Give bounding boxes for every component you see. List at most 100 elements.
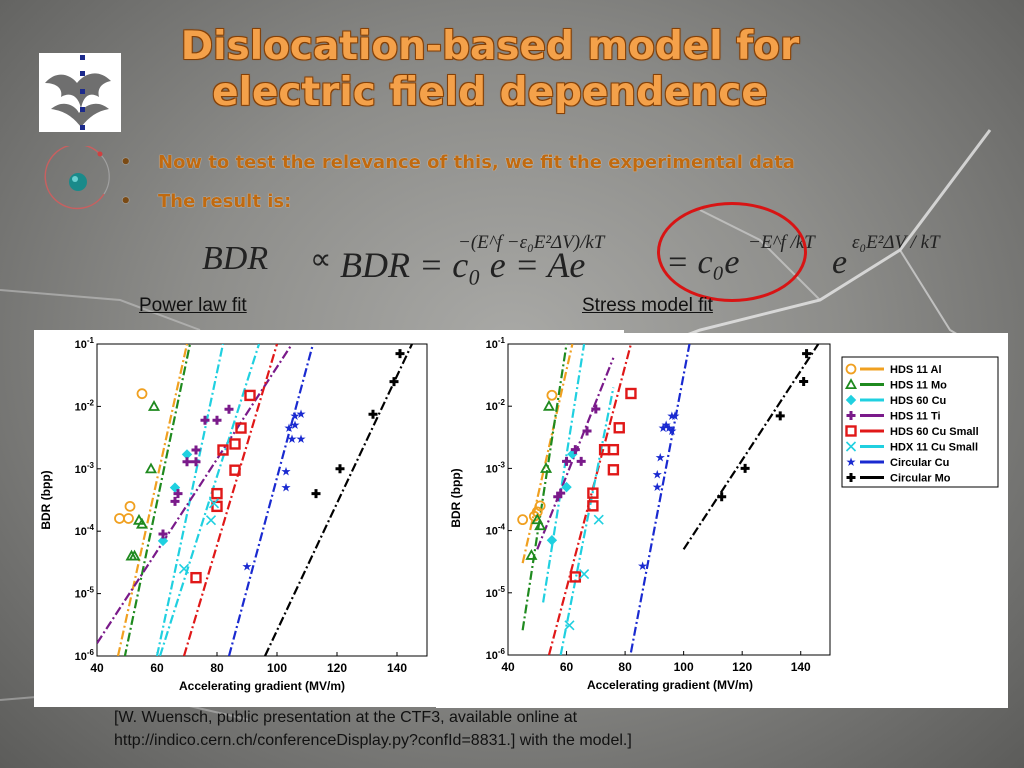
data-point: ★: [658, 421, 669, 435]
data-point: [389, 377, 399, 387]
data-point: [205, 515, 217, 526]
data-point: [190, 571, 202, 584]
y-tick-exponent: -3: [87, 461, 95, 470]
y-tick-base: 10: [486, 526, 498, 538]
data-point: [613, 422, 625, 434]
data-point: [244, 389, 256, 402]
atom-orbit-icon: [44, 146, 110, 210]
y-tick-base: 10: [75, 401, 87, 413]
fit-line: [182, 344, 279, 656]
formula-exponent-right2: ε₀E²ΔV / kT: [852, 232, 940, 253]
data-point: [368, 409, 378, 419]
data-point: [157, 535, 169, 547]
y-tick-base: 10: [75, 651, 87, 663]
data-point: [582, 426, 592, 436]
data-point: [170, 496, 180, 506]
plot-frame: [96, 343, 428, 657]
data-point: [311, 489, 321, 499]
y-tick-label: 10-1: [75, 336, 95, 351]
data-point: [178, 563, 190, 574]
legend-label: HDX 11 Cu Small: [890, 442, 978, 454]
data-point: ★: [281, 465, 292, 479]
data-point: [569, 571, 582, 583]
legend-marker: [844, 378, 858, 389]
chart-legend: HDS 11 Al HDS 11 Mo HDS 60 Cu HDS 11 Ti HDS …: [841, 356, 999, 488]
data-point: [540, 462, 553, 473]
data-point: [200, 415, 210, 425]
data-point: [211, 487, 223, 500]
data-point: [591, 404, 601, 414]
y-tick-base: 10: [486, 401, 498, 413]
reference-line2: http://indico.cern.ch/conferenceDisplay.…: [114, 732, 632, 749]
legend-marker: [846, 411, 856, 420]
data-point: [546, 389, 558, 401]
x-tick-label: 100: [267, 661, 287, 675]
formula-exponent-left: −(E^f −ε₀E²ΔV)/kT: [458, 232, 605, 253]
data-point: ★: [296, 432, 307, 446]
legend-frame: [841, 356, 999, 488]
data-point: [587, 487, 599, 499]
university-logo: [39, 53, 121, 132]
data-point: [224, 404, 234, 414]
data-point: [158, 529, 168, 539]
y-tick-exponent: -4: [87, 523, 95, 532]
fit-line: [559, 387, 615, 655]
power-law-chart: 40 60 80 100 120 14010-110-210-310-410-510-6 …: [39, 336, 428, 693]
data-point: [217, 444, 229, 456]
data-point: [740, 463, 750, 473]
legend-marker: ★: [846, 455, 857, 469]
data-point: ★: [667, 424, 678, 438]
data-point: [136, 388, 148, 400]
y-tick-label: 10-3: [75, 461, 95, 476]
fit-line: [97, 344, 293, 644]
x-tick-label: 140: [791, 660, 811, 674]
y-tick-label: 10-3: [486, 460, 506, 475]
legend-label: HDS 11 Ti: [890, 411, 941, 423]
bullet-item: • The result is:: [120, 191, 292, 212]
data-point: [593, 514, 604, 525]
formula-e2: e: [832, 244, 848, 281]
stress-model-chart: 40 60 80 100 120 14010-110-210-310-410-510-6 …: [449, 336, 999, 692]
y-tick-base: 10: [75, 464, 87, 476]
data-point: [717, 492, 727, 502]
data-point: ★: [664, 421, 675, 435]
fit-line: [547, 344, 633, 655]
fit-line: [116, 344, 189, 656]
data-point: ★: [669, 409, 680, 423]
bdr-formula: BDR ∝ BDR = c₀ e = Ae −(E^f −ε₀E²ΔV)/kT …: [200, 230, 990, 290]
x-axis-label: Accelerating gradient (MV/m): [587, 678, 753, 692]
data-point: [208, 498, 220, 509]
fit-line: [158, 344, 261, 656]
y-axis-label: BDR (bpp): [449, 468, 463, 527]
legend-marker: [845, 363, 857, 375]
y-tick-exponent: -4: [498, 523, 506, 532]
data-point: [124, 500, 136, 512]
data-point: [542, 399, 556, 411]
data-point: [625, 387, 637, 400]
y-tick-exponent: -2: [87, 398, 95, 407]
reference-note: [W. Wuensch, public presentation at the …: [114, 706, 632, 752]
y-tick-label: 10-4: [486, 523, 506, 538]
x-tick-label: 60: [150, 661, 164, 675]
data-point: [561, 481, 572, 493]
data-point: ★: [287, 432, 298, 446]
y-tick-label: 10-2: [75, 398, 95, 413]
legend-marker: [845, 441, 857, 452]
data-point: [114, 513, 125, 524]
y-tick-base: 10: [486, 650, 498, 662]
fit-line: [629, 344, 691, 653]
legend-marker: [845, 394, 857, 406]
data-point: ★: [290, 409, 301, 423]
y-tick-exponent: -1: [87, 336, 95, 345]
data-point: ★: [296, 407, 307, 421]
data-point: [534, 519, 547, 531]
data-point: ★: [661, 418, 672, 432]
data-point: [775, 411, 785, 421]
data-point: [531, 513, 544, 525]
data-point: ★: [284, 421, 295, 435]
data-point: ★: [655, 450, 666, 464]
y-axis-label: BDR (bpp): [39, 470, 53, 529]
data-point: [570, 445, 580, 455]
data-point: [335, 464, 345, 474]
x-tick-label: 80: [618, 660, 632, 674]
